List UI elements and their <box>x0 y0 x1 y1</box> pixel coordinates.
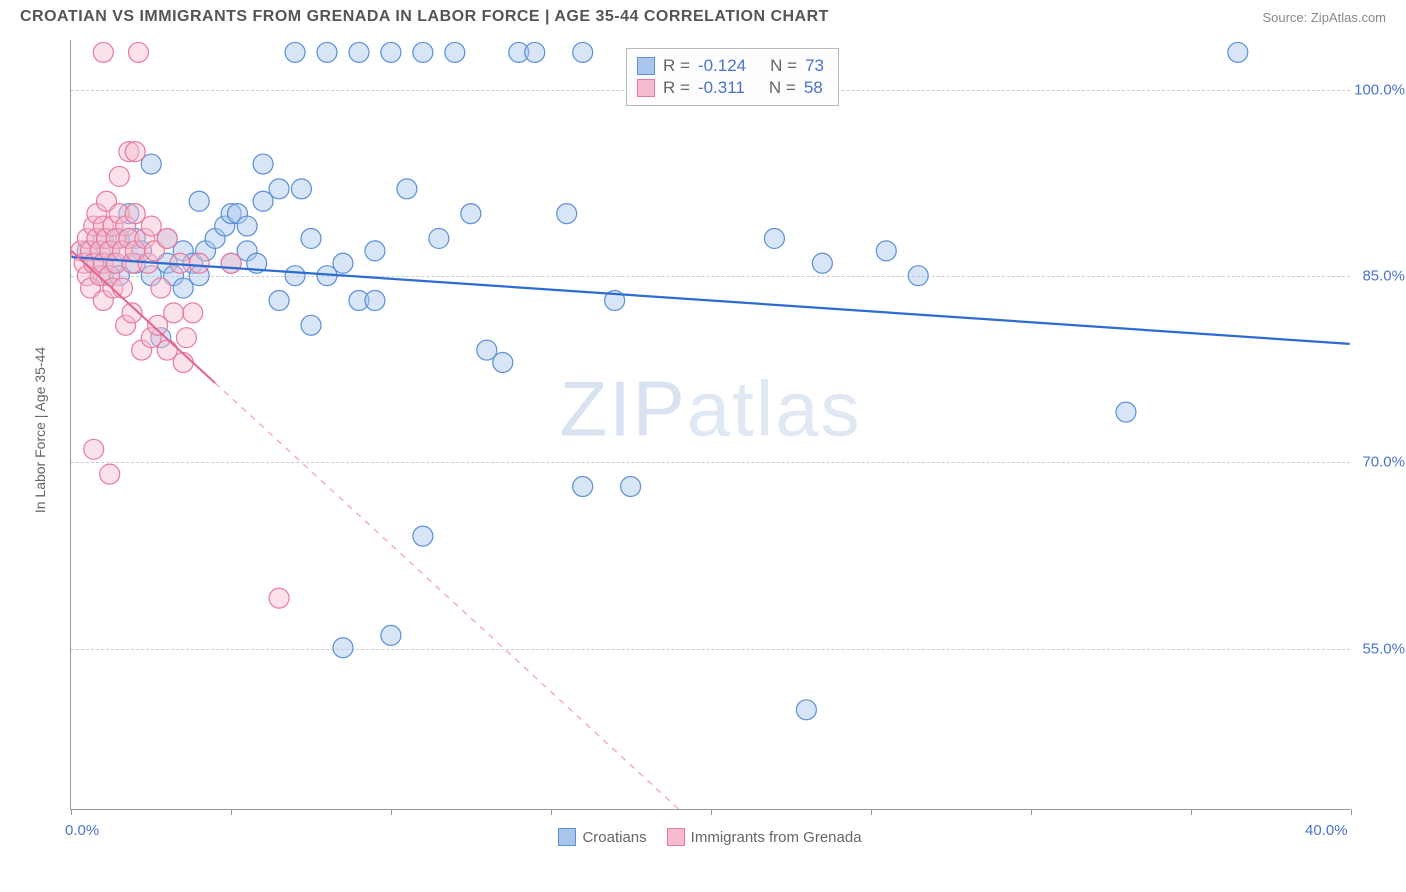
scatter-point <box>221 253 241 273</box>
scatter-point <box>109 166 129 186</box>
scatter-point <box>128 42 148 62</box>
n-value: 58 <box>804 78 823 98</box>
plot-area: ZIPatlas R = -0.124 N = 73 R = -0.311 N … <box>70 40 1350 810</box>
scatter-point <box>413 526 433 546</box>
r-value: -0.124 <box>698 56 746 76</box>
scatter-point <box>1228 42 1248 62</box>
legend-swatch <box>637 57 655 75</box>
scatter-point <box>253 154 273 174</box>
x-tick <box>391 809 392 815</box>
scatter-point <box>285 266 305 286</box>
scatter-point <box>876 241 896 261</box>
scatter-point <box>365 290 385 310</box>
legend-label: Immigrants from Grenada <box>691 829 862 846</box>
scatter-point <box>445 42 465 62</box>
scatter-point <box>125 142 145 162</box>
scatter-point <box>413 42 433 62</box>
scatter-point <box>157 228 177 248</box>
n-label: N = <box>769 78 796 98</box>
r-label: R = <box>663 56 690 76</box>
scatter-point <box>189 191 209 211</box>
scatter-point <box>269 179 289 199</box>
legend-swatch <box>667 828 685 846</box>
scatter-point <box>301 315 321 335</box>
scatter-point <box>151 278 171 298</box>
scatter-point <box>796 700 816 720</box>
scatter-point <box>285 42 305 62</box>
scatter-point <box>183 303 203 323</box>
scatter-point <box>333 638 353 658</box>
r-label: R = <box>663 78 690 98</box>
scatter-point <box>621 477 641 497</box>
scatter-point <box>493 352 513 372</box>
scatter-point <box>269 290 289 310</box>
scatter-point <box>84 439 104 459</box>
scatter-point <box>176 328 196 348</box>
chart-container: In Labor Force | Age 35-44 ZIPatlas R = … <box>20 30 1386 850</box>
scatter-point <box>381 625 401 645</box>
y-tick-label: 70.0% <box>1362 454 1405 471</box>
x-tick <box>71 809 72 815</box>
scatter-point <box>908 266 928 286</box>
scatter-plot <box>71 40 1350 809</box>
x-tick <box>1031 809 1032 815</box>
scatter-point <box>525 42 545 62</box>
scatter-point <box>461 204 481 224</box>
scatter-point <box>429 228 449 248</box>
scatter-point <box>381 42 401 62</box>
legend-swatch <box>637 79 655 97</box>
scatter-point <box>333 253 353 273</box>
legend-item: Immigrants from Grenada <box>667 828 862 846</box>
scatter-point <box>291 179 311 199</box>
x-tick <box>871 809 872 815</box>
scatter-point <box>100 464 120 484</box>
source-label: Source: ZipAtlas.com <box>1262 10 1386 25</box>
legend-label: Croatians <box>582 829 646 846</box>
x-tick <box>551 809 552 815</box>
scatter-point <box>301 228 321 248</box>
n-label: N = <box>770 56 797 76</box>
legend-bottom: Croatians Immigrants from Grenada <box>70 828 1350 850</box>
trend-line <box>71 257 1349 344</box>
y-axis-title: In Labor Force | Age 35-44 <box>32 347 48 513</box>
y-tick-label: 100.0% <box>1354 81 1405 98</box>
scatter-point <box>365 241 385 261</box>
scatter-point <box>812 253 832 273</box>
chart-title: CROATIAN VS IMMIGRANTS FROM GRENADA IN L… <box>20 8 829 26</box>
scatter-point <box>317 42 337 62</box>
scatter-point <box>93 42 113 62</box>
scatter-point <box>764 228 784 248</box>
scatter-point <box>112 278 132 298</box>
legend-swatch <box>558 828 576 846</box>
legend-item: Croatians <box>558 828 646 846</box>
x-tick <box>711 809 712 815</box>
scatter-point <box>557 204 577 224</box>
scatter-point <box>164 303 184 323</box>
x-tick <box>1191 809 1192 815</box>
stats-box: R = -0.124 N = 73 R = -0.311 N = 58 <box>626 48 839 106</box>
scatter-point <box>269 588 289 608</box>
y-tick-label: 55.0% <box>1362 640 1405 657</box>
stats-row: R = -0.311 N = 58 <box>637 77 824 99</box>
r-value: -0.311 <box>698 78 745 98</box>
scatter-point <box>397 179 417 199</box>
scatter-point <box>189 253 209 273</box>
scatter-point <box>1116 402 1136 422</box>
header: CROATIAN VS IMMIGRANTS FROM GRENADA IN L… <box>0 0 1406 30</box>
scatter-point <box>573 42 593 62</box>
y-tick-label: 85.0% <box>1362 267 1405 284</box>
scatter-point <box>349 42 369 62</box>
scatter-point <box>173 352 193 372</box>
n-value: 73 <box>805 56 824 76</box>
x-tick <box>231 809 232 815</box>
x-tick <box>1351 809 1352 815</box>
stats-row: R = -0.124 N = 73 <box>637 55 824 77</box>
scatter-point <box>573 477 593 497</box>
scatter-point <box>237 216 257 236</box>
